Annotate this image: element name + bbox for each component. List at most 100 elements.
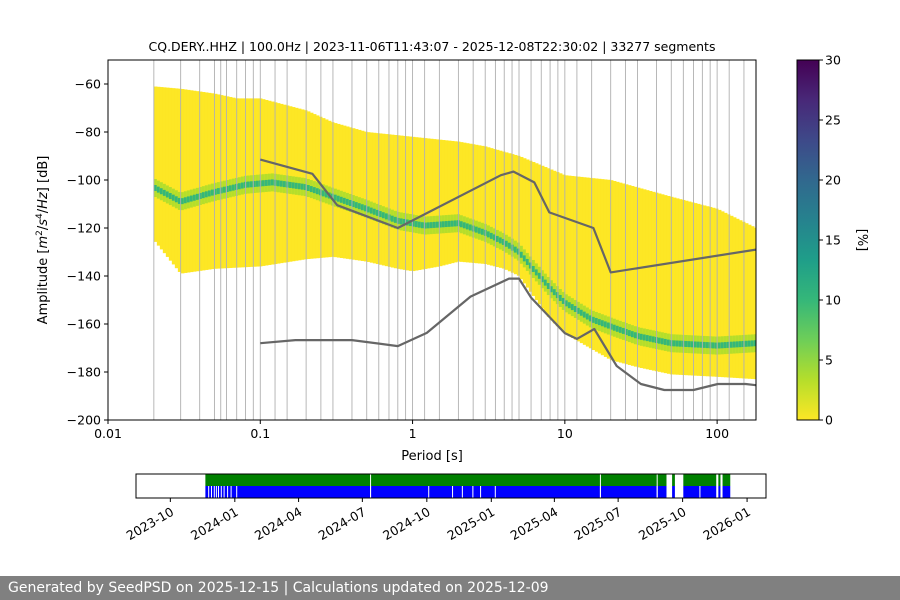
timeline-segment-gap <box>599 486 601 498</box>
timeline-segment-bar <box>205 486 731 498</box>
heatmap-mode-band <box>495 235 500 242</box>
heatmap-mode-band <box>177 197 182 204</box>
y-tick-label: −160 <box>67 317 101 332</box>
heatmap-mode-band <box>624 329 629 336</box>
timeline-tick-label: 2025-07 <box>571 504 624 543</box>
heatmap-column <box>705 206 710 377</box>
heatmap-mode-band <box>603 321 608 328</box>
heatmap-column <box>663 195 668 374</box>
heatmap-mode-band <box>267 179 272 186</box>
heatmap-mode-band <box>732 341 737 348</box>
heatmap-mode-band <box>513 246 518 253</box>
heatmap-mode-band <box>345 198 350 205</box>
heatmap-mode-band <box>723 342 728 349</box>
heatmap-mode-band <box>435 221 440 228</box>
heatmap-column <box>507 153 512 272</box>
heatmap-mode-band <box>270 179 275 186</box>
y-tick-label: −60 <box>75 77 101 92</box>
timeline-segment-gap <box>217 486 219 498</box>
heatmap-column <box>369 132 374 263</box>
heatmap-column <box>390 134 395 268</box>
heatmap-column <box>546 168 551 317</box>
heatmap-mode-band <box>240 182 245 189</box>
heatmap-column <box>651 191 656 371</box>
heatmap-column <box>525 159 530 288</box>
heatmap-column <box>498 150 503 268</box>
heatmap-mode-band <box>231 184 236 191</box>
heatmap-column <box>675 198 680 375</box>
heatmap-column <box>429 138 434 268</box>
heatmap-mode-band <box>615 325 620 332</box>
heatmap-mode-band <box>207 190 212 197</box>
heatmap-mode-band <box>657 337 662 344</box>
heatmap-mode-band <box>378 211 383 218</box>
heatmap-mode-band <box>582 311 587 318</box>
heatmap-column <box>477 145 482 264</box>
heatmap-mode-band <box>498 237 503 244</box>
heatmap-column <box>717 209 722 377</box>
timeline-gap <box>674 474 684 498</box>
colorbar-ticks: 0 5 10 15 20 25 30 <box>819 53 841 428</box>
heatmap-mode-band <box>204 191 209 198</box>
heatmap-mode-band <box>702 341 707 348</box>
heatmap-column <box>186 89 191 273</box>
heatmap-mode-band <box>717 342 722 349</box>
heatmap-column <box>549 169 554 321</box>
heatmap-mode-band <box>432 221 437 228</box>
colorbar: 0 5 10 15 20 25 30 [%] <box>796 53 869 428</box>
heatmap-mode-band <box>279 180 284 187</box>
heatmap-mode-band <box>585 313 590 320</box>
heatmap-mode-band <box>597 319 602 326</box>
x-tick-label: 100 <box>705 426 729 441</box>
y-axis-label-part: 4 <box>35 213 45 219</box>
heatmap-mode-band <box>600 320 605 327</box>
heatmap-mode-band <box>639 333 644 340</box>
heatmap-column <box>159 87 164 250</box>
y-tick-label: −80 <box>75 125 101 140</box>
timeline-tick-label: 2025-01 <box>445 504 498 543</box>
timeline-ticks: 2023-10 2024-01 2024-04 2024-07 2024-10 2025-… <box>124 498 753 543</box>
heatmap-mode-band <box>666 339 671 346</box>
heatmap-mode-band <box>402 218 407 225</box>
heatmap-mode-band <box>525 258 530 265</box>
timeline-gap <box>720 474 723 498</box>
heatmap-mode-band <box>276 180 281 187</box>
heatmap-column <box>732 217 737 378</box>
heatmap-column <box>351 128 356 260</box>
heatmap-mode-band <box>738 341 743 348</box>
heatmap-mode-band <box>300 183 305 190</box>
heatmap-mode-band <box>522 255 527 262</box>
heatmap-mode-band <box>153 185 158 192</box>
heatmap-mode-band <box>213 188 218 195</box>
heatmap-mode-band <box>393 216 398 223</box>
heatmap-column <box>513 154 518 275</box>
heatmap-mode-band <box>720 342 725 349</box>
heatmap-mode-band <box>222 186 227 193</box>
timeline-segment-gap <box>699 486 701 498</box>
heatmap-mode-band <box>294 182 299 189</box>
heatmap-column <box>585 177 590 347</box>
heatmap-column <box>540 165 545 309</box>
heatmap-column <box>486 147 491 265</box>
psd-heatmap <box>153 86 756 380</box>
heatmap-column <box>399 135 404 270</box>
heatmap-mode-band <box>372 208 377 215</box>
heatmap-column <box>570 175 575 338</box>
heatmap-column <box>384 134 389 267</box>
heatmap-mode-band <box>651 336 656 343</box>
heatmap-column <box>627 185 632 366</box>
colorbar-tick-label: 25 <box>825 113 841 128</box>
heatmap-column <box>396 135 401 269</box>
heatmap-column <box>363 131 368 262</box>
heatmap-column <box>216 94 221 269</box>
heatmap-column <box>690 202 695 376</box>
heatmap-column <box>165 87 170 257</box>
timeline-segment-gap <box>210 486 212 498</box>
heatmap-column <box>684 200 689 376</box>
heatmap-mode-band <box>633 332 638 339</box>
heatmap-column <box>648 190 653 370</box>
heatmap-mode-band <box>351 201 356 208</box>
heatmap-column <box>642 189 647 369</box>
heatmap-mode-band <box>540 276 545 283</box>
heatmap-mode-band <box>576 307 581 314</box>
